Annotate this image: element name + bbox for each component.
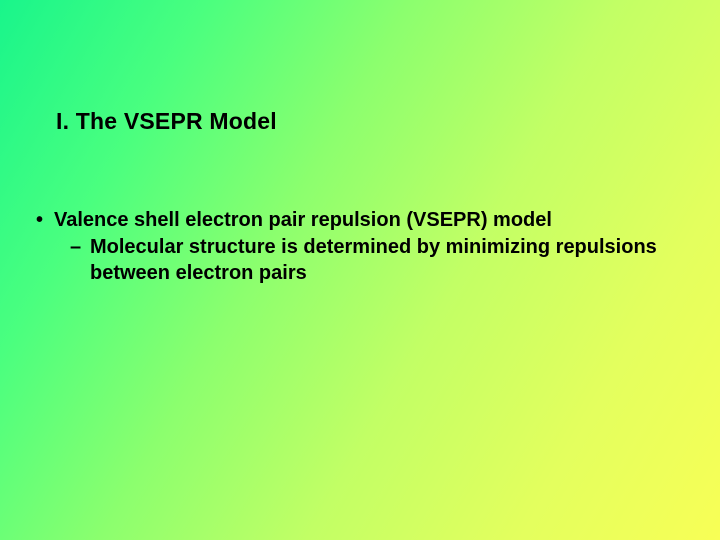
slide: I. The VSEPR Model •Valence shell electr…: [0, 0, 720, 540]
bullet-marker-icon: •: [36, 208, 54, 233]
bullet-level1-text: Valence shell electron pair repulsion (V…: [54, 208, 672, 233]
slide-title: I. The VSEPR Model: [56, 108, 277, 135]
bullet-level2: –Molecular structure is determined by mi…: [36, 235, 680, 286]
bullet-level1: •Valence shell electron pair repulsion (…: [36, 208, 680, 286]
bullet-level2-text: Molecular structure is determined by min…: [90, 235, 672, 286]
dash-marker-icon: –: [70, 235, 90, 261]
